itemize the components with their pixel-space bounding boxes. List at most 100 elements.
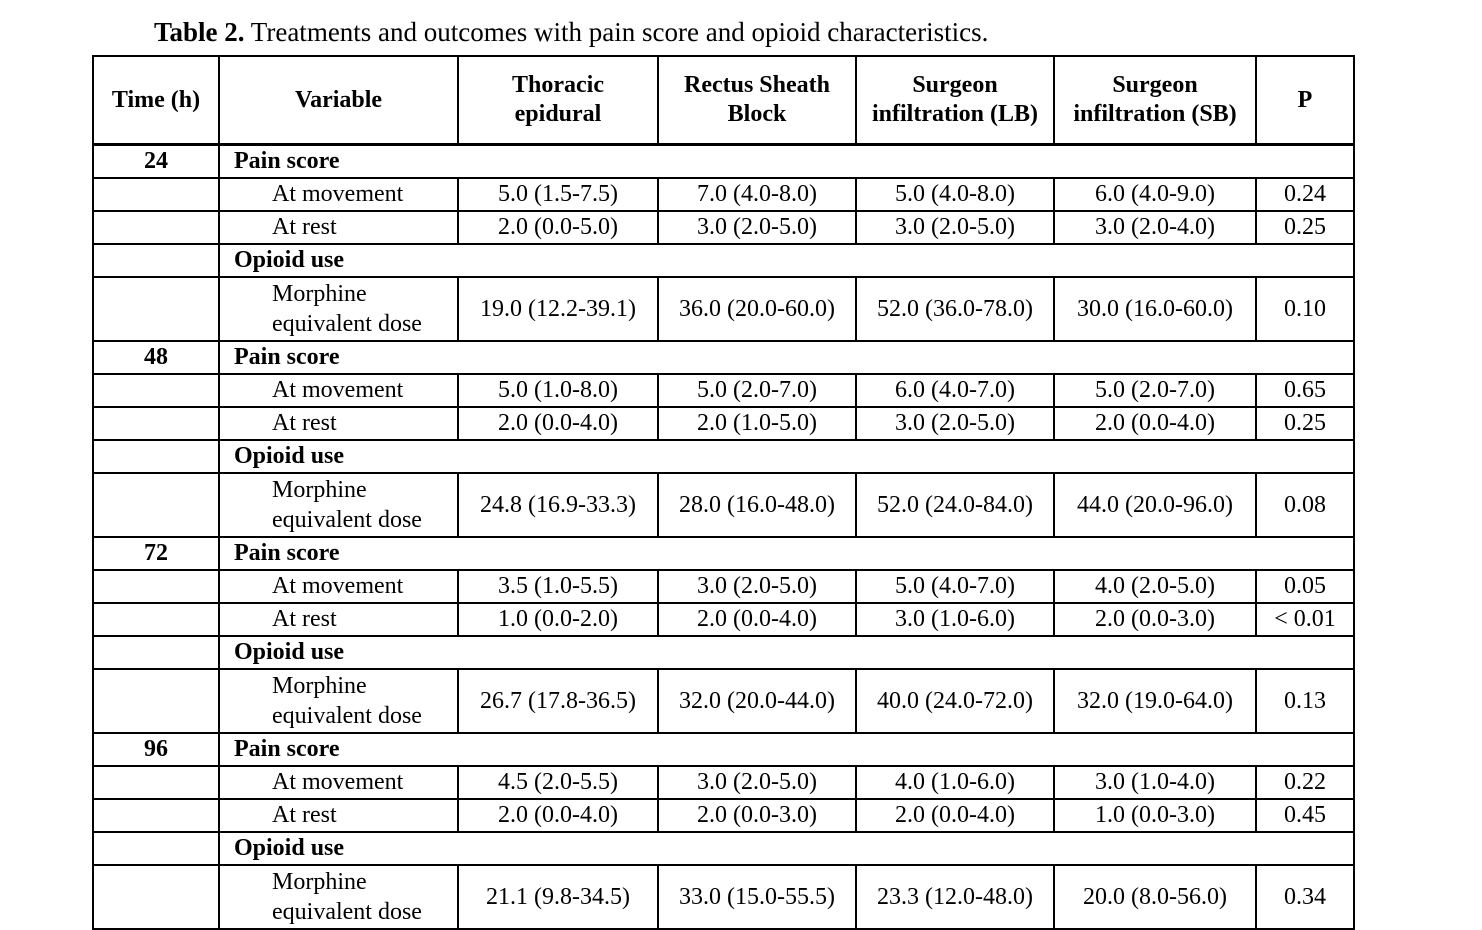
time-cell	[92, 635, 220, 670]
section-header-label: Opioid use	[218, 243, 1355, 278]
value-cell: 2.0 (0.0-4.0)	[457, 406, 659, 441]
value-cell: 3.0 (2.0-5.0)	[855, 406, 1055, 441]
table-row: Morphine equivalent dose 19.0 (12.2-39.1)…	[92, 276, 1355, 342]
section-header-row: Opioid use	[92, 831, 1355, 866]
value-cell: 3.0 (1.0-6.0)	[855, 602, 1055, 637]
section-header-row: 48 Pain score	[92, 340, 1355, 375]
value-cell: 5.0 (4.0-8.0)	[855, 177, 1055, 212]
value-cell: 40.0 (24.0-72.0)	[855, 668, 1055, 734]
value-cell: 4.0 (2.0-5.0)	[1053, 569, 1257, 604]
section-header-row: 72 Pain score	[92, 536, 1355, 571]
value-cell: 2.0 (1.0-5.0)	[657, 406, 857, 441]
p-value-cell: < 0.01	[1255, 602, 1355, 637]
p-value-cell: 0.08	[1255, 472, 1355, 538]
column-header-variable: Variable	[218, 55, 459, 146]
time-cell	[92, 864, 220, 930]
value-cell: 4.0 (1.0-6.0)	[855, 765, 1055, 800]
value-cell: 3.0 (2.0-5.0)	[657, 569, 857, 604]
table-row: At rest 1.0 (0.0-2.0) 2.0 (0.0-4.0) 3.0 (1.…	[92, 602, 1355, 637]
value-cell: 52.0 (24.0-84.0)	[855, 472, 1055, 538]
table-header: Time (h) Variable Thoracic epidural Rect…	[92, 55, 1355, 146]
time-cell	[92, 765, 220, 800]
value-cell: 32.0 (20.0-44.0)	[657, 668, 857, 734]
variable-label: At rest	[218, 798, 459, 833]
time-cell	[92, 798, 220, 833]
time-cell	[92, 177, 220, 212]
variable-label: At movement	[218, 569, 459, 604]
variable-label: At movement	[218, 177, 459, 212]
p-value-cell: 0.05	[1255, 569, 1355, 604]
table-row: At movement 5.0 (1.0-8.0) 5.0 (2.0-7.0) 6.0…	[92, 373, 1355, 408]
variable-label: Morphine equivalent dose	[218, 276, 459, 342]
table-row: At movement 5.0 (1.5-7.5) 7.0 (4.0-8.0) 5.0…	[92, 177, 1355, 212]
table-title: Table 2. Treatments and outcomes with pa…	[154, 16, 988, 48]
value-cell: 30.0 (16.0-60.0)	[1053, 276, 1257, 342]
value-cell: 2.0 (0.0-4.0)	[855, 798, 1055, 833]
section-header-row: 24 Pain score	[92, 143, 1355, 179]
value-cell: 5.0 (1.5-7.5)	[457, 177, 659, 212]
p-value-cell: 0.24	[1255, 177, 1355, 212]
table-row: Morphine equivalent dose 26.7 (17.8-36.5)…	[92, 668, 1355, 734]
p-value-cell: 0.10	[1255, 276, 1355, 342]
time-cell: 24	[92, 143, 220, 179]
value-cell: 2.0 (0.0-4.0)	[457, 798, 659, 833]
value-cell: 52.0 (36.0-78.0)	[855, 276, 1055, 342]
value-cell: 3.5 (1.0-5.5)	[457, 569, 659, 604]
section-header-label: Opioid use	[218, 635, 1355, 670]
variable-label: At movement	[218, 765, 459, 800]
time-cell	[92, 210, 220, 245]
column-header-surgeon-infiltration-sb: Surgeon infiltration (SB)	[1053, 55, 1257, 146]
variable-label: At rest	[218, 210, 459, 245]
table-row: At movement 4.5 (2.0-5.5) 3.0 (2.0-5.0) 4.0…	[92, 765, 1355, 800]
value-cell: 3.0 (2.0-5.0)	[657, 765, 857, 800]
section-header-label: Opioid use	[218, 439, 1355, 474]
value-cell: 7.0 (4.0-8.0)	[657, 177, 857, 212]
value-cell: 2.0 (0.0-3.0)	[657, 798, 857, 833]
table-row: At rest 2.0 (0.0-5.0) 3.0 (2.0-5.0) 3.0 (2.…	[92, 210, 1355, 245]
table-row: At rest 2.0 (0.0-4.0) 2.0 (0.0-3.0) 2.0 (0.…	[92, 798, 1355, 833]
value-cell: 5.0 (2.0-7.0)	[657, 373, 857, 408]
variable-label: Morphine equivalent dose	[218, 472, 459, 538]
variable-label: At rest	[218, 406, 459, 441]
table-body: 24 Pain score At movement 5.0 (1.5-7.5) 7.0 …	[92, 143, 1355, 930]
value-cell: 3.0 (2.0-4.0)	[1053, 210, 1257, 245]
time-cell	[92, 602, 220, 637]
table-row: At movement 3.5 (1.0-5.5) 3.0 (2.0-5.0) 5.0…	[92, 569, 1355, 604]
section-header-label: Pain score	[218, 536, 1355, 571]
value-cell: 36.0 (20.0-60.0)	[657, 276, 857, 342]
section-header-row: Opioid use	[92, 439, 1355, 474]
value-cell: 5.0 (4.0-7.0)	[855, 569, 1055, 604]
section-header-label: Pain score	[218, 340, 1355, 375]
section-header-label: Pain score	[218, 732, 1355, 767]
column-header-rectus-sheath-block: Rectus Sheath Block	[657, 55, 857, 146]
value-cell: 3.0 (1.0-4.0)	[1053, 765, 1257, 800]
value-cell: 28.0 (16.0-48.0)	[657, 472, 857, 538]
section-header-row: Opioid use	[92, 635, 1355, 670]
value-cell: 44.0 (20.0-96.0)	[1053, 472, 1257, 538]
section-header-label: Opioid use	[218, 831, 1355, 866]
time-cell	[92, 406, 220, 441]
variable-label: At rest	[218, 602, 459, 637]
value-cell: 21.1 (9.8-34.5)	[457, 864, 659, 930]
time-cell: 96	[92, 732, 220, 767]
p-value-cell: 0.25	[1255, 210, 1355, 245]
value-cell: 1.0 (0.0-2.0)	[457, 602, 659, 637]
time-cell	[92, 439, 220, 474]
value-cell: 19.0 (12.2-39.1)	[457, 276, 659, 342]
value-cell: 2.0 (0.0-4.0)	[1053, 406, 1257, 441]
p-value-cell: 0.22	[1255, 765, 1355, 800]
time-cell	[92, 373, 220, 408]
variable-label: At movement	[218, 373, 459, 408]
value-cell: 3.0 (2.0-5.0)	[855, 210, 1055, 245]
value-cell: 5.0 (1.0-8.0)	[457, 373, 659, 408]
value-cell: 6.0 (4.0-7.0)	[855, 373, 1055, 408]
time-cell	[92, 668, 220, 734]
table-row: Morphine equivalent dose 24.8 (16.9-33.3)…	[92, 472, 1355, 538]
p-value-cell: 0.34	[1255, 864, 1355, 930]
table-row: At rest 2.0 (0.0-4.0) 2.0 (1.0-5.0) 3.0 (2.…	[92, 406, 1355, 441]
table-title-text: Treatments and outcomes with pain score …	[244, 17, 989, 47]
value-cell: 5.0 (2.0-7.0)	[1053, 373, 1257, 408]
value-cell: 33.0 (15.0-55.5)	[657, 864, 857, 930]
value-cell: 1.0 (0.0-3.0)	[1053, 798, 1257, 833]
column-header-p: P	[1255, 55, 1355, 146]
